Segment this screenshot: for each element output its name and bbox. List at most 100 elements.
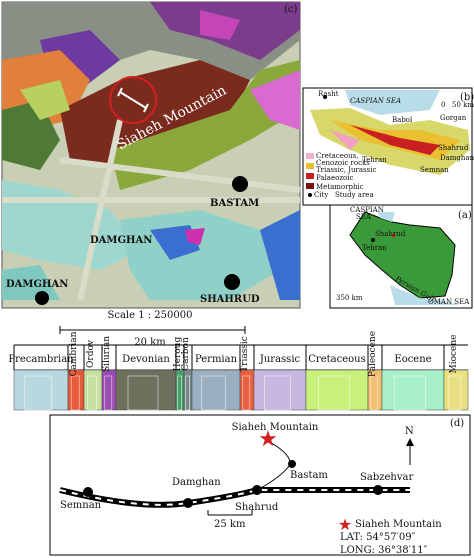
city-marker xyxy=(183,498,193,508)
label: Damghan xyxy=(440,154,474,162)
label: Damghan xyxy=(172,477,221,488)
map-shape xyxy=(260,210,300,300)
city-marker xyxy=(308,193,312,197)
map-shape: ★ xyxy=(390,231,397,240)
map-shape xyxy=(350,125,440,155)
unit-inner xyxy=(264,375,291,411)
label: (c) xyxy=(284,4,298,15)
unit-inner xyxy=(24,375,53,411)
city-marker xyxy=(323,95,327,99)
label: CASPIAN SEA xyxy=(350,97,401,105)
unit-inner xyxy=(201,375,226,411)
city-marker xyxy=(35,291,49,305)
map-shape xyxy=(117,87,149,113)
label: Palaeozoic xyxy=(316,174,353,182)
map-shape xyxy=(345,90,440,115)
label: Shahrud xyxy=(235,502,279,513)
city-marker xyxy=(232,176,248,192)
label: N xyxy=(405,426,414,437)
map-shape xyxy=(250,70,300,130)
label: Babol xyxy=(392,116,413,124)
label: SEA xyxy=(356,213,372,221)
label: 50 km xyxy=(452,101,474,109)
label: Siaheh Mountain xyxy=(355,519,442,530)
unit-inner xyxy=(87,375,97,411)
unit-label: Miocene xyxy=(449,334,459,373)
label: Metamorphic xyxy=(316,183,364,191)
unit-label: Cretaceous xyxy=(308,354,365,365)
label: OMAN SEA xyxy=(428,298,470,306)
regional-map xyxy=(302,87,473,206)
label: (a) xyxy=(458,210,472,221)
unit-inner xyxy=(448,375,462,411)
map-shape xyxy=(60,60,250,170)
unit-label: Jurassic xyxy=(259,354,301,365)
label: LONG: 36°38′11″ xyxy=(340,545,428,556)
city-marker xyxy=(371,238,375,242)
city-marker xyxy=(373,485,383,495)
unit-inner xyxy=(370,375,379,411)
city-marker xyxy=(288,460,296,468)
label: Study area xyxy=(335,191,374,199)
unit-label: Ordov xyxy=(86,339,96,368)
label: 0 xyxy=(441,101,445,109)
map-shape xyxy=(330,130,360,150)
label: BASTAM xyxy=(210,198,259,209)
location-panel: ★ ★ xyxy=(49,414,471,556)
unit-label: Precambrian xyxy=(8,354,74,365)
city-marker xyxy=(224,274,240,290)
label: (d) xyxy=(450,418,464,429)
map-shape xyxy=(390,285,460,305)
map-shape xyxy=(349,211,456,299)
unit-label: Eocene xyxy=(394,354,431,365)
map-shape xyxy=(200,10,240,40)
label: Bastam xyxy=(290,470,328,481)
map-shape xyxy=(306,183,314,189)
label: Shahrud xyxy=(375,230,406,238)
unit-label: Carbon xyxy=(181,337,191,371)
map-shape xyxy=(406,438,414,446)
label: SHAHRUD xyxy=(200,294,260,305)
label: DAMGHAN xyxy=(6,279,68,290)
city-marker xyxy=(252,485,262,495)
label: 25 km xyxy=(214,519,246,530)
map-shape xyxy=(306,173,314,179)
unit-label: Devonian xyxy=(122,354,170,365)
map-shape xyxy=(306,153,314,159)
geologic-map xyxy=(1,1,301,309)
label: DAMGHAN xyxy=(90,235,152,246)
label: Shahrud xyxy=(438,144,469,152)
country-map: ★ xyxy=(329,204,473,309)
label: Semnan xyxy=(60,500,102,511)
label: Siaheh Mountain xyxy=(232,422,319,433)
unit-inner xyxy=(104,375,113,411)
unit-label: Silurian xyxy=(102,336,112,372)
unit-label: Heroug xyxy=(173,337,183,372)
map-shape: ★ xyxy=(258,427,278,452)
label: Scale 1 : 250000 xyxy=(108,310,193,321)
map-shape xyxy=(306,163,314,169)
unit-inner xyxy=(127,375,159,411)
unit-inner xyxy=(242,375,251,411)
unit-inner xyxy=(394,375,426,411)
unit-label: Permian xyxy=(195,354,238,365)
label: CASPIAN xyxy=(350,206,384,214)
label: Cenozoic rocks xyxy=(316,159,370,167)
label: City xyxy=(314,191,328,199)
map-shape xyxy=(378,212,395,222)
map-shape xyxy=(49,414,471,556)
label: Cretaceous, xyxy=(316,152,358,160)
label: Triassic, Jurassic xyxy=(316,166,376,174)
unit-label: Cambrian xyxy=(69,331,79,376)
map-shape xyxy=(2,119,301,301)
unit-inner xyxy=(70,375,80,411)
unit-inner xyxy=(318,375,350,411)
label: 350 km xyxy=(336,294,363,302)
map-shape xyxy=(185,228,205,245)
city-marker xyxy=(83,487,93,497)
label: Gorgan xyxy=(440,114,467,122)
label: Tehran xyxy=(362,244,387,252)
label: Tehran xyxy=(362,156,387,164)
